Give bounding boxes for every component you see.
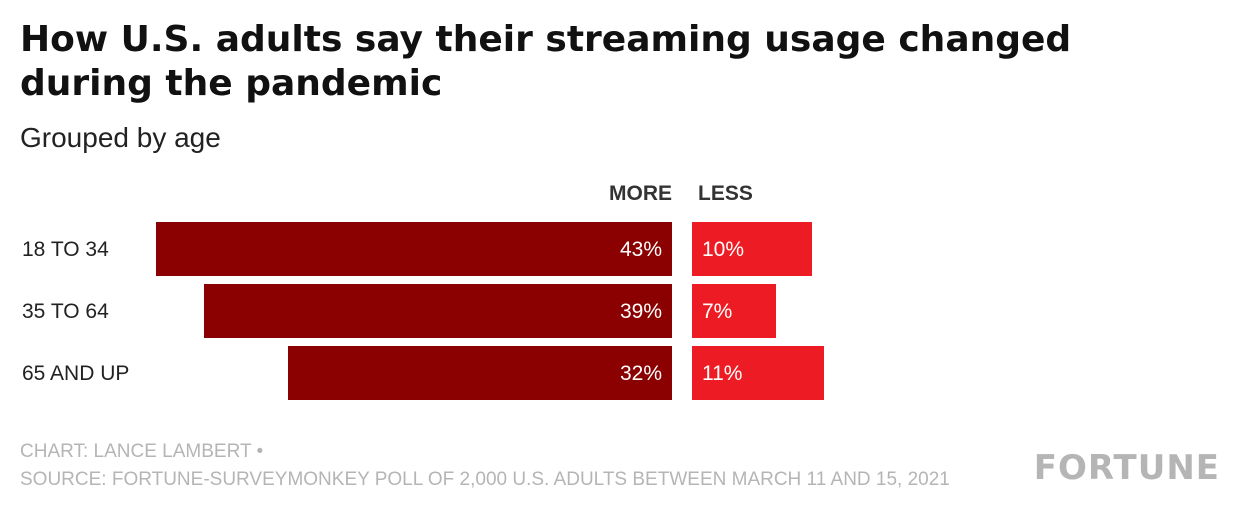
category-label-18-to-34: 18 TO 34 (22, 238, 109, 261)
data-label-more-35-to-64: 39% (620, 300, 662, 323)
bar-less-35-to-64 (692, 284, 776, 338)
bar-less-18-to-34 (692, 222, 812, 276)
chart-footer: CHART: LANCE LAMBERT • SOURCE: FORTUNE-S… (20, 438, 950, 494)
data-label-less-65-and-up: 11% (702, 362, 742, 385)
column-header-more: MORE (609, 182, 672, 205)
chart-subtitle: Grouped by age (20, 122, 221, 153)
data-label-more-65-and-up: 32% (620, 362, 662, 385)
category-label-65-and-up: 65 AND UP (22, 362, 129, 385)
chart-credit: CHART: LANCE LAMBERT • (20, 441, 264, 462)
data-label-less-18-to-34: 10% (702, 238, 744, 261)
fortune-logo: FORTUNE (1033, 448, 1220, 488)
chart-source: SOURCE: FORTUNE-SURVEYMONKEY POLL OF 2,0… (20, 469, 950, 490)
category-label-35-to-64: 35 TO 64 (22, 300, 109, 323)
bar-less-65-and-up (692, 346, 824, 400)
bar-more-65-and-up (288, 346, 672, 400)
data-label-less-35-to-64: 7% (702, 300, 732, 323)
bar-more-18-to-34 (156, 222, 672, 276)
data-label-more-18-to-34: 43% (620, 238, 662, 261)
column-header-less: LESS (698, 182, 753, 205)
chart-title: How U.S. adults say their streaming usag… (20, 19, 1072, 104)
bar-more-35-to-64 (204, 284, 672, 338)
